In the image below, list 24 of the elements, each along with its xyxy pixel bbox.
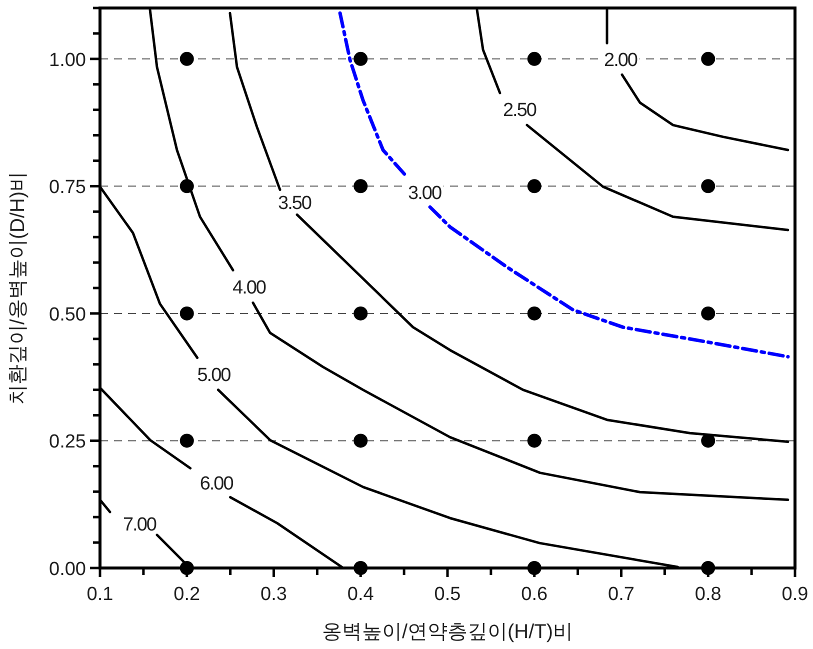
series-label: 6.00 bbox=[200, 474, 234, 495]
x-axis-title: 옹벽높이/연약층깊이(H/T)비 bbox=[322, 621, 574, 643]
y-tick-label: 0.00 bbox=[49, 559, 86, 580]
series-label: 2.50 bbox=[502, 100, 536, 122]
x-tick-label: 0.8 bbox=[694, 584, 722, 605]
y-axis-title: 치환깊이/옹벽높이(D/H)비 bbox=[7, 171, 29, 405]
series-label: 5.00 bbox=[197, 364, 231, 386]
series-label: 2.00 bbox=[604, 50, 638, 71]
x-tick-label: 0.3 bbox=[260, 584, 287, 605]
x-tick-label: 0.1 bbox=[86, 584, 114, 605]
x-tick-label: 0.5 bbox=[434, 584, 461, 605]
x-tick-label: 0.4 bbox=[347, 584, 374, 605]
y-tick-label: 0.25 bbox=[49, 432, 86, 453]
series-label: 3.50 bbox=[278, 193, 312, 214]
x-tick-label: 0.9 bbox=[782, 584, 808, 605]
y-tick-label: 0.75 bbox=[49, 177, 86, 198]
x-tick-label: 0.6 bbox=[521, 584, 548, 605]
y-tick-label: 0.50 bbox=[49, 304, 86, 326]
x-tick-label: 0.7 bbox=[608, 584, 634, 605]
x-tick-label: 0.2 bbox=[174, 584, 200, 605]
series-label: 4.00 bbox=[232, 277, 266, 298]
y-tick-label: 1.00 bbox=[49, 50, 86, 71]
series-label: 7.00 bbox=[123, 514, 156, 536]
series-label: 3.00 bbox=[408, 183, 442, 204]
